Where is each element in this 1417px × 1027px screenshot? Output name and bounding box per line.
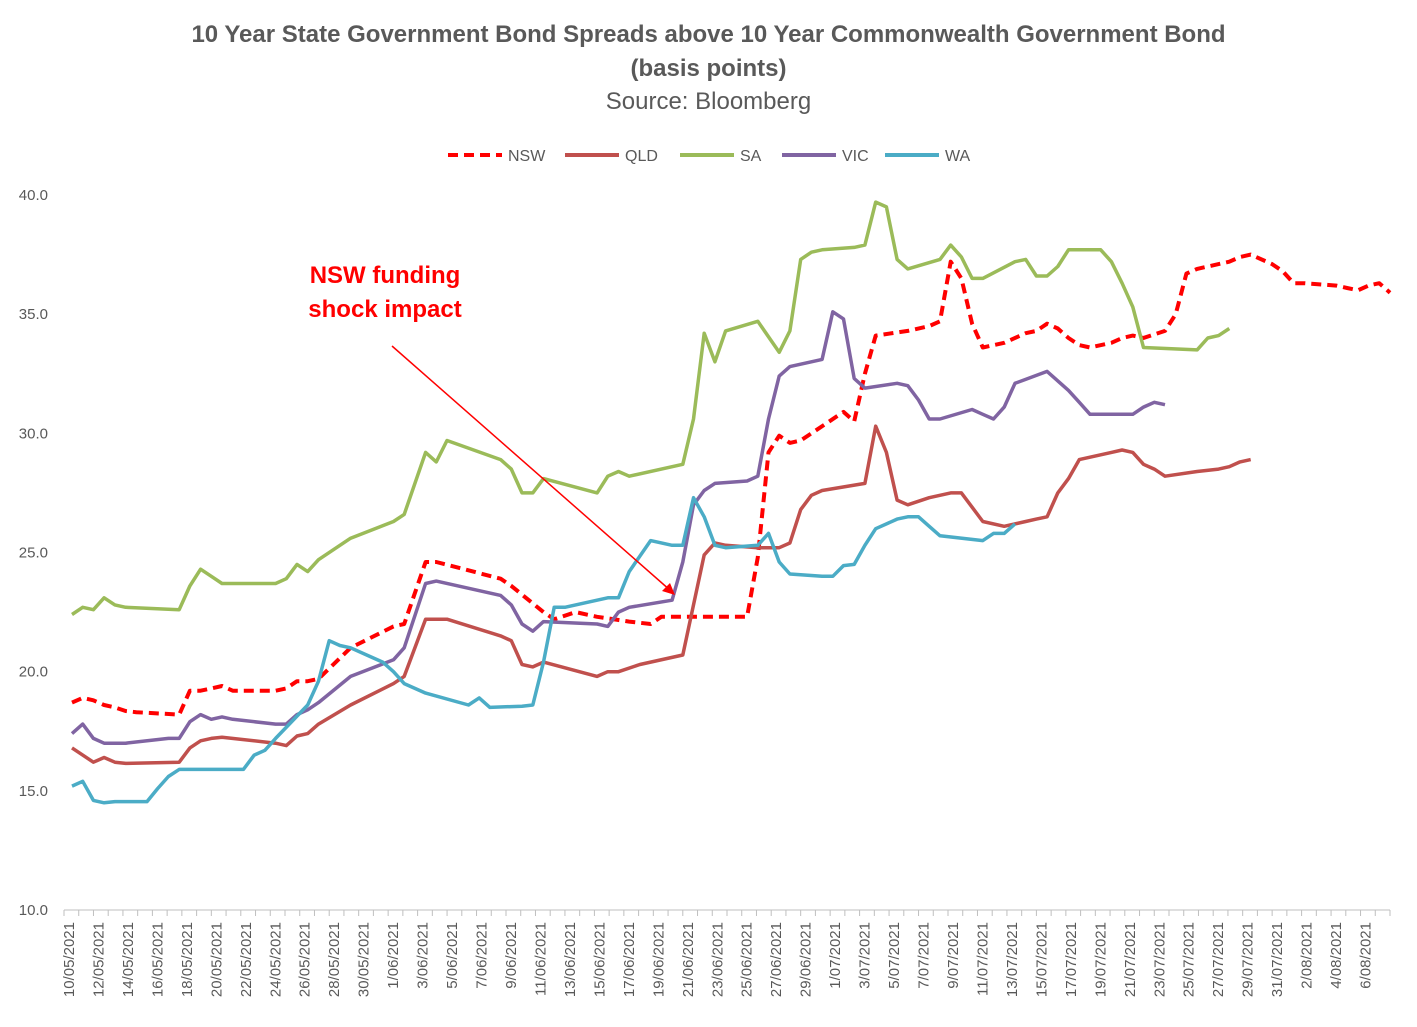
- y-tick-label: 35.0: [19, 306, 48, 323]
- x-tick-label: 20/05/2021: [208, 922, 225, 997]
- x-tick-label: 13/06/2021: [562, 922, 579, 997]
- annotation-arrow-line: [391, 345, 672, 592]
- x-tick-label: 30/05/2021: [356, 922, 373, 997]
- x-tick-label: 29/07/2021: [1240, 922, 1257, 997]
- series-group: [70, 200, 1392, 805]
- x-tick-label: 23/06/2021: [709, 922, 726, 997]
- chart-title-line1: 10 Year State Government Bond Spreads ab…: [191, 21, 1226, 48]
- x-tick-label: 24/05/2021: [267, 922, 284, 997]
- x-tick-label: 9/06/2021: [503, 922, 520, 989]
- x-tick-label: 25/07/2021: [1181, 922, 1198, 997]
- chart-subtitle: Source: Bloomberg: [605, 88, 812, 115]
- annotation: NSW funding shock impact: [308, 262, 675, 595]
- legend: NSW QLD SA VIC WA: [448, 148, 971, 165]
- series-line-qld: [71, 424, 1252, 766]
- x-tick-label: 14/05/2021: [120, 922, 137, 997]
- legend-label-vic: VIC: [842, 148, 869, 165]
- x-tick-label: 29/06/2021: [798, 922, 815, 997]
- x-tick-label: 4/08/2021: [1328, 922, 1345, 989]
- series-line-nsw: [71, 252, 1392, 717]
- x-tick-label: 25/06/2021: [739, 922, 756, 997]
- x-tick-label: 2/08/2021: [1299, 922, 1316, 989]
- x-tick-label: 6/08/2021: [1358, 922, 1375, 989]
- y-tick-label: 20.0: [19, 664, 48, 681]
- y-tick-label: 15.0: [19, 783, 48, 800]
- annotation-arrow-head: [662, 583, 675, 595]
- legend-label-qld: QLD: [625, 148, 658, 165]
- x-tick-label: 27/07/2021: [1210, 922, 1227, 997]
- x-tick-label: 3/07/2021: [857, 922, 874, 989]
- x-tick-label: 18/05/2021: [179, 922, 196, 997]
- x-tick-label: 19/06/2021: [650, 922, 667, 997]
- x-tick-label: 21/06/2021: [680, 922, 697, 997]
- x-tick-label: 1/06/2021: [385, 922, 402, 989]
- x-tick-label: 5/06/2021: [444, 922, 461, 989]
- x-tick-label: 16/05/2021: [149, 922, 166, 997]
- y-tick-label: 10.0: [19, 902, 48, 919]
- x-tick-label: 7/07/2021: [916, 922, 933, 989]
- x-tick-label: 17/07/2021: [1063, 922, 1080, 997]
- x-tick-label: 15/07/2021: [1033, 922, 1050, 997]
- x-tick-label: 3/06/2021: [415, 922, 432, 989]
- x-tick-label: 28/05/2021: [326, 922, 343, 997]
- x-tick-label: 11/06/2021: [532, 922, 549, 996]
- series-line-wa: [71, 495, 1017, 805]
- x-tick-label: 9/07/2021: [945, 922, 962, 989]
- x-tick-label: 5/07/2021: [886, 922, 903, 989]
- x-tick-label: 7/06/2021: [474, 922, 491, 989]
- y-tick-label: 25.0: [19, 545, 48, 562]
- legend-label-wa: WA: [945, 148, 971, 165]
- x-tick-label: 19/07/2021: [1092, 922, 1109, 997]
- x-tick-label: 15/06/2021: [591, 922, 608, 997]
- chart-title: 10 Year State Government Bond Spreads ab…: [0, 18, 1417, 86]
- x-tick-label: 23/07/2021: [1151, 922, 1168, 997]
- y-axis: 10.0 15.0 20.0 25.0 30.0 35.0 40.0: [19, 187, 48, 919]
- annotation-line2: shock impact: [308, 296, 461, 323]
- x-tick-label: 27/06/2021: [768, 922, 785, 997]
- chart-title-line2: (basis points): [630, 55, 787, 82]
- x-tick-label: 10/05/2021: [61, 922, 78, 997]
- x-tick-label: 21/07/2021: [1122, 922, 1139, 997]
- x-tick-label: 26/05/2021: [297, 922, 314, 997]
- x-tick-label: 17/06/2021: [621, 922, 638, 997]
- y-tick-label: 30.0: [19, 425, 48, 442]
- x-tick-label: 13/07/2021: [1004, 922, 1021, 997]
- legend-label-nsw: NSW: [508, 148, 546, 165]
- x-axis: 10/05/2021 12/05/2021 14/05/2021 16/05/2021…: [61, 909, 1391, 997]
- series-line-sa: [71, 200, 1231, 616]
- x-tick-label: 31/07/2021: [1269, 922, 1286, 997]
- series-line-vic: [70, 310, 1166, 745]
- x-tick-label: 1/07/2021: [827, 922, 844, 989]
- legend-label-sa: SA: [740, 148, 762, 165]
- x-tick-label: 22/05/2021: [238, 922, 255, 997]
- y-tick-label: 40.0: [19, 187, 48, 204]
- annotation-line1: NSW funding: [310, 262, 461, 289]
- x-tick-label: 12/05/2021: [90, 922, 107, 997]
- x-tick-label: 11/07/2021: [974, 922, 991, 996]
